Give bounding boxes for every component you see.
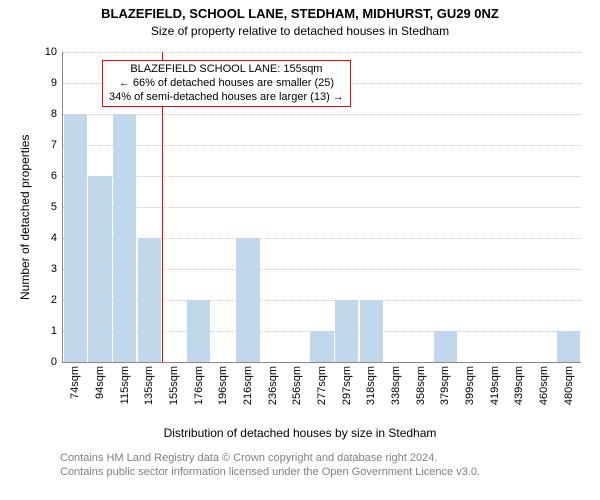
x-tick-label: 94sqm xyxy=(94,362,106,399)
attribution-line: Contains HM Land Registry data © Crown c… xyxy=(60,452,480,466)
y-tick-label: 10 xyxy=(45,46,63,58)
bar xyxy=(434,331,457,362)
bar xyxy=(310,331,333,362)
x-tick-label: 318sqm xyxy=(365,362,377,405)
y-tick-label: 8 xyxy=(51,108,63,120)
gridline xyxy=(63,114,581,115)
chart-subtitle: Size of property relative to detached ho… xyxy=(0,24,600,38)
x-tick-label: 196sqm xyxy=(217,362,229,405)
gridline xyxy=(63,145,581,146)
bar xyxy=(335,300,358,362)
bar xyxy=(557,331,580,362)
x-tick-label: 358sqm xyxy=(415,362,427,405)
y-tick-label: 4 xyxy=(51,232,63,244)
x-tick-label: 155sqm xyxy=(168,362,180,405)
x-tick-label: 236sqm xyxy=(267,362,279,405)
x-tick-label: 135sqm xyxy=(143,362,155,405)
bar xyxy=(187,300,210,362)
y-tick-label: 5 xyxy=(51,201,63,213)
annotation-line: ← 66% of detached houses are smaller (25… xyxy=(109,77,344,91)
x-tick-label: 379sqm xyxy=(439,362,451,405)
y-tick-label: 0 xyxy=(51,356,63,368)
annotation-line: BLAZEFIELD SCHOOL LANE: 155sqm xyxy=(109,63,344,77)
x-axis-label: Distribution of detached houses by size … xyxy=(0,426,600,440)
y-axis-label: Number of detached properties xyxy=(18,135,32,300)
x-tick-label: 399sqm xyxy=(464,362,476,405)
x-tick-label: 480sqm xyxy=(563,362,575,405)
x-tick-label: 297sqm xyxy=(341,362,353,405)
x-tick-label: 74sqm xyxy=(69,362,81,399)
chart-title: BLAZEFIELD, SCHOOL LANE, STEDHAM, MIDHUR… xyxy=(0,6,600,21)
y-tick-label: 9 xyxy=(51,77,63,89)
bar xyxy=(64,114,87,362)
attribution-line: Contains public sector information licen… xyxy=(60,466,480,480)
gridline xyxy=(63,52,581,53)
y-tick-label: 2 xyxy=(51,294,63,306)
bar xyxy=(113,114,136,362)
y-tick-label: 6 xyxy=(51,170,63,182)
y-tick-label: 1 xyxy=(51,325,63,337)
x-tick-label: 115sqm xyxy=(119,362,131,404)
annotation-box: BLAZEFIELD SCHOOL LANE: 155sqm← 66% of d… xyxy=(102,60,351,107)
bar xyxy=(88,176,111,362)
bar xyxy=(138,238,161,362)
x-tick-label: 277sqm xyxy=(316,362,328,405)
x-tick-label: 176sqm xyxy=(193,362,205,405)
x-tick-label: 460sqm xyxy=(538,362,550,405)
x-tick-label: 439sqm xyxy=(513,362,525,405)
gridline xyxy=(63,176,581,177)
y-tick-label: 3 xyxy=(51,263,63,275)
x-tick-label: 338sqm xyxy=(390,362,402,405)
x-tick-label: 256sqm xyxy=(291,362,303,405)
y-tick-label: 7 xyxy=(51,139,63,151)
bar xyxy=(236,238,259,362)
attribution: Contains HM Land Registry data © Crown c… xyxy=(60,452,480,480)
x-tick-label: 216sqm xyxy=(242,362,254,405)
gridline xyxy=(63,207,581,208)
bar xyxy=(360,300,383,362)
x-tick-label: 419sqm xyxy=(489,362,501,405)
annotation-line: 34% of semi-detached houses are larger (… xyxy=(109,91,344,105)
